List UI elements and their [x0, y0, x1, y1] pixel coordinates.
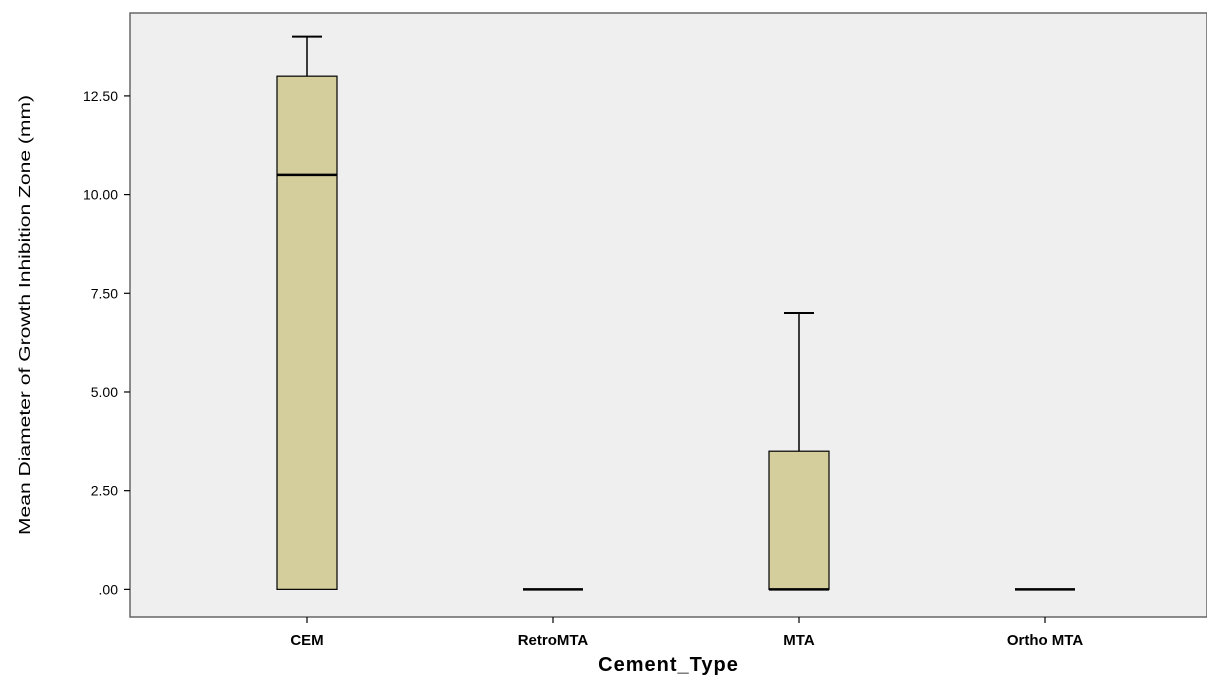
y-tick-label: 12.50 — [83, 88, 118, 104]
y-axis-title: Mean Diameter of Growth Inhibition Zone … — [17, 95, 34, 535]
y-tick-label: 10.00 — [83, 187, 118, 203]
x-tick-label: RetroMTA — [518, 632, 589, 649]
y-tick-label: 2.50 — [91, 483, 118, 499]
box-mta — [768, 312, 830, 591]
x-axis-title: Cement_Type — [598, 654, 739, 676]
y-axis: .00 2.50 5.00 7.50 10.00 12.50 — [83, 88, 130, 597]
y-tick-label: 5.00 — [91, 384, 118, 400]
boxes-group — [276, 35, 1075, 591]
box-cem — [276, 35, 338, 590]
y-tick-label: 7.50 — [91, 285, 118, 301]
box-iqr — [276, 75, 338, 590]
box-iqr — [768, 450, 830, 590]
x-tick-label: MTA — [783, 632, 815, 649]
y-tick-label: .00 — [99, 581, 119, 597]
x-tick-label: CEM — [290, 632, 323, 649]
x-axis: CEM RetroMTA MTA Ortho MTA — [290, 617, 1083, 649]
x-tick-label: Ortho MTA — [1007, 632, 1084, 649]
